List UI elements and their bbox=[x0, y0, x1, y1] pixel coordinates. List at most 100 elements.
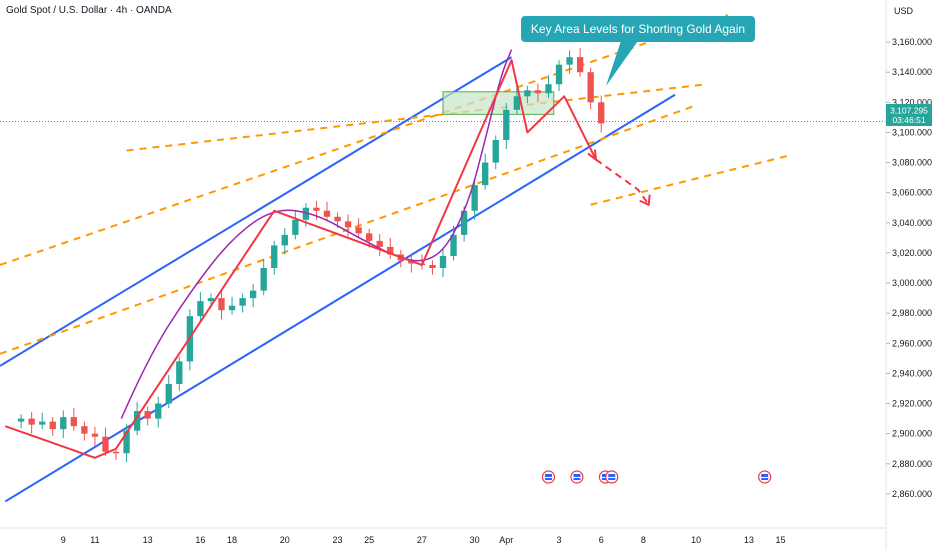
candle-body bbox=[102, 436, 109, 452]
dashed-level-line bbox=[126, 83, 707, 152]
symbol-title[interactable]: Gold Spot / U.S. Dollar · 4h · OANDA bbox=[6, 5, 172, 16]
candle-body bbox=[366, 233, 373, 241]
y-tick-label: 2,900.000 bbox=[892, 429, 932, 439]
price-path-line bbox=[4, 59, 597, 459]
y-tick-label: 3,140.000 bbox=[892, 67, 932, 77]
candle-body bbox=[123, 430, 130, 454]
candle-body bbox=[260, 268, 267, 291]
candle-body bbox=[355, 227, 362, 234]
candle-body bbox=[207, 298, 215, 302]
candle-body bbox=[429, 264, 436, 268]
candle-body bbox=[524, 90, 531, 97]
candle-body bbox=[228, 305, 236, 311]
x-tick-label: 18 bbox=[227, 535, 237, 545]
y-tick-label: 3,040.000 bbox=[892, 218, 932, 228]
candle-body bbox=[197, 301, 204, 317]
x-tick-label: 25 bbox=[364, 535, 374, 545]
currency-label[interactable]: USD bbox=[894, 6, 914, 16]
candle-body bbox=[460, 210, 468, 235]
candle-body bbox=[376, 240, 383, 247]
channel-upper-line bbox=[0, 56, 513, 367]
y-tick-label: 2,860.000 bbox=[892, 489, 932, 499]
path-arrowhead bbox=[587, 149, 598, 162]
x-tick-label: 30 bbox=[470, 535, 480, 545]
candle-body bbox=[587, 72, 594, 103]
candle-body bbox=[576, 57, 584, 73]
callout[interactable]: Key Area Levels for Shorting Gold Again bbox=[521, 16, 755, 86]
candle-body bbox=[334, 216, 341, 222]
x-tick-label: 20 bbox=[280, 535, 290, 545]
candle-body bbox=[144, 411, 151, 419]
candle-body bbox=[70, 417, 77, 427]
x-tick-label: 27 bbox=[417, 535, 427, 545]
y-tick-label: 3,160.000 bbox=[892, 37, 932, 47]
last-price-value: 3,107.295 bbox=[890, 106, 928, 116]
candle-body bbox=[165, 383, 172, 404]
callout-box bbox=[521, 16, 755, 42]
candle-body bbox=[545, 84, 552, 94]
y-tick-label: 2,960.000 bbox=[892, 338, 932, 348]
trend-channel bbox=[0, 56, 676, 503]
y-tick-label: 2,920.000 bbox=[892, 399, 932, 409]
y-tick-label: 3,000.000 bbox=[892, 278, 932, 288]
candle-body bbox=[513, 96, 520, 110]
y-tick-label: 3,100.000 bbox=[892, 127, 932, 137]
candle-body bbox=[450, 234, 457, 256]
x-tick-label: 15 bbox=[776, 535, 786, 545]
x-tick-label: 13 bbox=[744, 535, 754, 545]
callout-text: Key Area Levels for Shorting Gold Again bbox=[531, 22, 745, 36]
candle-body bbox=[249, 290, 257, 299]
price-axis: 2,860.000 2,880.000 2,900.000 2,920.000 2,94… bbox=[885, 0, 932, 550]
candle-body bbox=[598, 102, 605, 124]
candle-body bbox=[60, 417, 67, 430]
key-area-zone bbox=[442, 91, 555, 115]
y-tick-label: 3,060.000 bbox=[892, 188, 932, 198]
x-tick-label: 13 bbox=[143, 535, 153, 545]
candle-body bbox=[155, 403, 162, 419]
x-tick-label: 3 bbox=[557, 535, 562, 545]
candle-body bbox=[503, 109, 510, 140]
candle-body bbox=[292, 219, 299, 235]
countdown-value: 03:46:51 bbox=[892, 115, 925, 125]
candle-body bbox=[81, 426, 88, 434]
candle-body bbox=[17, 418, 25, 422]
x-tick-label: 11 bbox=[90, 535, 99, 545]
candle-body bbox=[218, 298, 225, 311]
projection-arrowhead bbox=[639, 194, 651, 207]
candle-body bbox=[112, 451, 120, 454]
arc-curve-line bbox=[120, 49, 513, 419]
dashed-level-line bbox=[590, 154, 792, 206]
candle-body bbox=[534, 90, 542, 94]
y-tick-label: 2,880.000 bbox=[892, 459, 932, 469]
candle-body bbox=[471, 185, 478, 211]
candle-body bbox=[271, 245, 278, 268]
candle-body bbox=[39, 421, 46, 425]
candles bbox=[17, 48, 605, 463]
candle-body bbox=[323, 210, 331, 217]
projection-line bbox=[595, 158, 650, 206]
candle-body bbox=[482, 162, 489, 186]
x-tick-label: Apr bbox=[499, 535, 513, 545]
candle-body bbox=[133, 411, 141, 431]
x-tick-label: 8 bbox=[641, 535, 646, 545]
x-tick-label: 10 bbox=[691, 535, 701, 545]
candle-body bbox=[281, 234, 288, 246]
channel-lower-line bbox=[4, 93, 676, 503]
candle-body bbox=[49, 421, 56, 430]
projection-path bbox=[4, 59, 651, 459]
y-tick-label: 3,080.000 bbox=[892, 158, 932, 168]
y-tick-label: 3,020.000 bbox=[892, 248, 932, 258]
candle-body bbox=[439, 255, 447, 268]
candle-body bbox=[28, 418, 35, 425]
y-tick-label: 2,940.000 bbox=[892, 368, 932, 378]
last-price-tag: 3,107.295 03:46:51 bbox=[886, 104, 932, 126]
x-tick-label: 9 bbox=[61, 535, 66, 545]
candle-body bbox=[387, 246, 394, 255]
candle-body bbox=[302, 207, 310, 220]
x-tick-label: 6 bbox=[599, 535, 604, 545]
dashed-level-line bbox=[0, 14, 729, 266]
candle-body bbox=[239, 298, 246, 306]
key-zone bbox=[442, 91, 555, 115]
